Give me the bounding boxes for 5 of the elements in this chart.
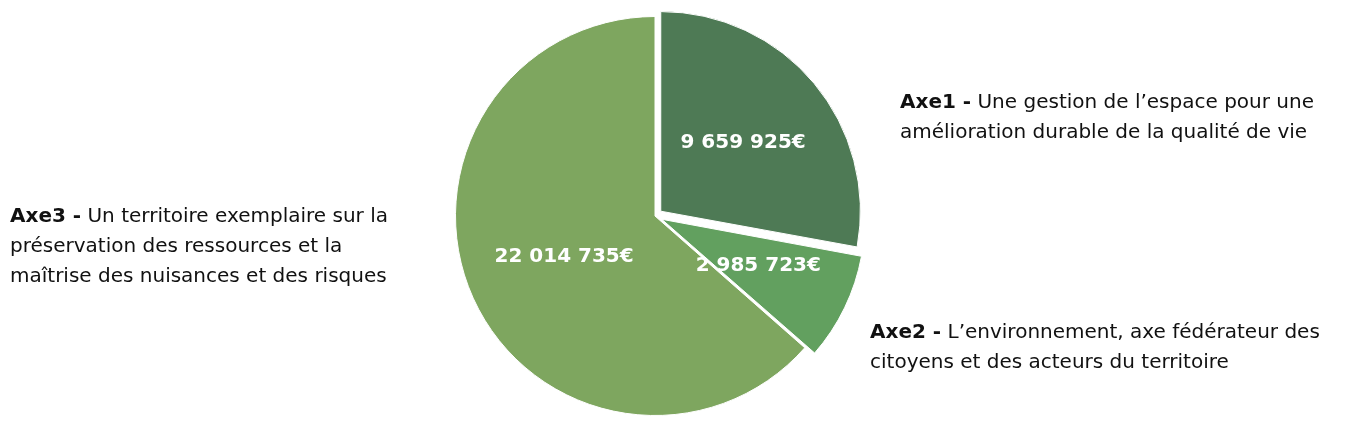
slice-label: Axe2 - L’environnement, axe fédérateur des citoyens et des acteurs du territoire — [870, 318, 1321, 375]
data-label: 22 014 735€ — [494, 243, 634, 268]
data-label: 9 659 925€ — [680, 128, 806, 153]
slice-label: Axe3 - Un territoire exemplaire sur la préservation des ressources et la maîtrise des nuisances et des risques — [10, 202, 389, 289]
slice-label: Axe1 - Une gestion de l’espace pour une amélioration durable de la qualité de vie — [900, 88, 1315, 145]
